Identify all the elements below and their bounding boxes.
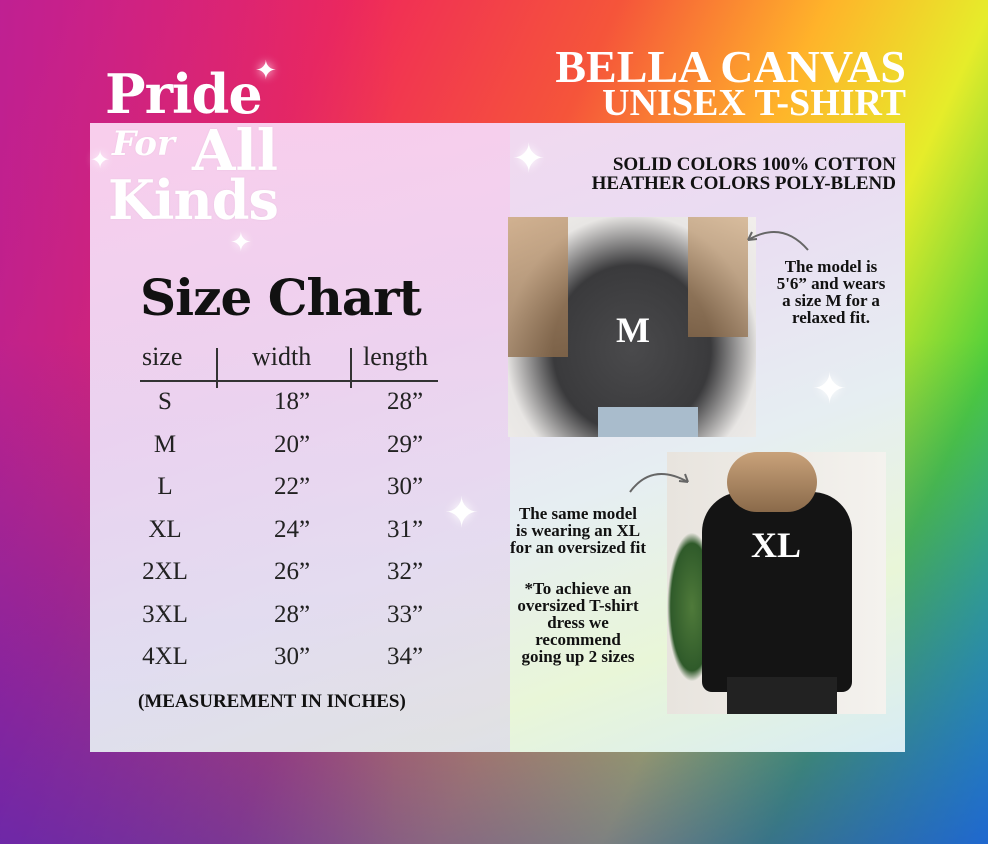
header-divider — [140, 380, 438, 382]
length-cell: 29” — [386, 430, 424, 458]
width-cell: 18” — [273, 388, 311, 415]
size-cell: L — [157, 473, 173, 500]
size-cell: 4XL — [142, 643, 188, 670]
width-cell: 26” — [273, 558, 311, 585]
size-chart-title: Size Chart — [140, 268, 422, 327]
material-info: SOLID COLORS 100% COTTON HEATHER COLORS … — [591, 154, 896, 194]
sparkle-icon: ✦ — [230, 228, 252, 258]
length-cell: 33” — [386, 600, 424, 628]
length-cell: 34” — [386, 643, 424, 670]
width-cell: 20” — [273, 430, 311, 458]
length-cell: 31” — [386, 515, 424, 543]
brand-title: BELLA CANVAS — [555, 41, 906, 92]
m-caption: The model is 5'6” and wears a size M for a… — [776, 257, 886, 327]
width-cell: 22” — [273, 473, 311, 500]
content-panel-left — [90, 123, 510, 752]
measurement-note: (MEASUREMENT IN INCHES) — [138, 691, 406, 712]
length-cell: 28” — [386, 388, 424, 415]
sizing-tip: *To achieve an oversized T-shirt dress we r… — [517, 579, 639, 666]
xl-caption: The same model is wearing an XL for an ove… — [509, 504, 647, 557]
model-photo-xl: XL — [667, 452, 886, 714]
product-title: UNISEX T-SHIRT — [602, 82, 906, 124]
sparkle-icon: ✦ — [444, 488, 480, 537]
column-divider — [216, 348, 218, 388]
sparkle-icon: ✦ — [90, 146, 111, 174]
size-cell: 3XL — [142, 600, 188, 628]
arrow-icon — [629, 473, 689, 493]
size-cell: 2XL — [142, 558, 188, 585]
sparkle-icon: ✦ — [512, 136, 546, 182]
column-divider — [350, 348, 352, 388]
width-cell: 24” — [273, 515, 311, 543]
length-cell: 30” — [386, 473, 424, 500]
size-cell: M — [153, 430, 177, 458]
length-cell: 32” — [386, 558, 424, 585]
width-cell: 30” — [273, 643, 311, 670]
width-cell: 28” — [273, 600, 311, 628]
sparkle-icon: ✦ — [255, 56, 277, 86]
arrow-icon — [747, 231, 809, 251]
sparkle-icon: ✦ — [812, 364, 848, 413]
size-cell: S — [158, 388, 172, 415]
size-cell: XL — [148, 515, 182, 543]
model-photo-m: M — [508, 217, 756, 437]
